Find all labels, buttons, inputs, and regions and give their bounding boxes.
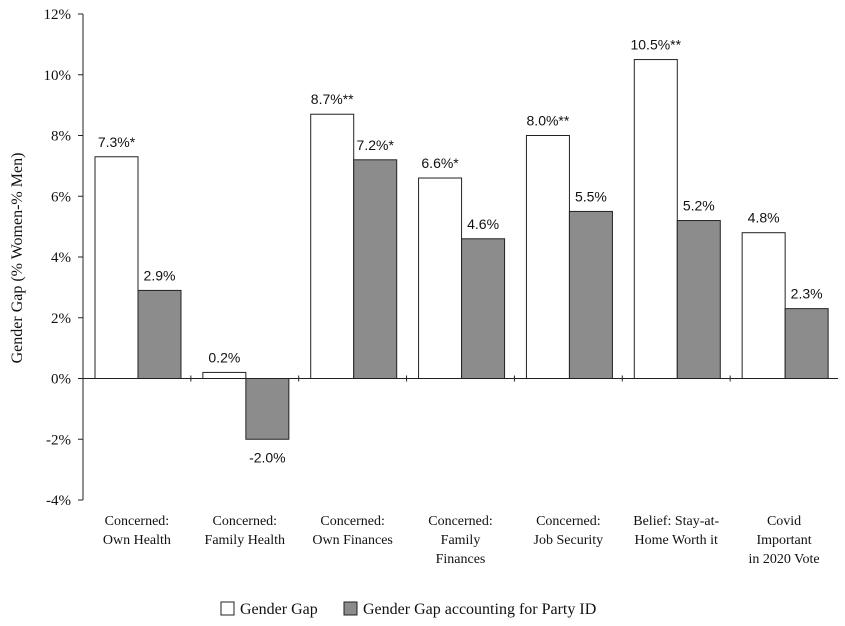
category-label: Job Security xyxy=(534,533,604,548)
category-label: Concerned: xyxy=(320,514,385,529)
category-label: Concerned: xyxy=(428,514,493,529)
bar-series-1 xyxy=(633,59,678,379)
bar-series-1 xyxy=(525,135,570,379)
data-label-series-2: 7.2%* xyxy=(357,137,395,153)
category-label: Belief: Stay-at- xyxy=(633,514,719,529)
category-label: Home Worth it xyxy=(635,533,718,548)
legend-label-gender-gap: Gender Gap xyxy=(240,601,318,618)
data-label-series-1: 10.5%** xyxy=(630,37,681,53)
y-tick-label: 6% xyxy=(51,189,71,205)
data-label-series-2: 5.2% xyxy=(683,198,715,214)
y-tick-label: 2% xyxy=(51,311,71,327)
legend-label-gender-gap-party-id: Gender Gap accounting for Party ID xyxy=(363,601,596,618)
data-label-series-2: -2.0% xyxy=(249,449,286,465)
data-label-series-2: 4.6% xyxy=(467,216,499,232)
legend-swatch-gender-gap-party-id xyxy=(343,601,358,616)
category-label: Concerned: xyxy=(213,514,278,529)
data-label-series-2: 5.5% xyxy=(575,188,607,204)
category-label: Family Health xyxy=(205,533,286,548)
plot-area: -4% -2% 0% 2% 4% 6% 8% 10% 12% 7.3%* 2.9% Concerned… xyxy=(44,7,838,567)
data-label-series-1: 6.6%* xyxy=(421,155,459,171)
bar-series-1 xyxy=(741,232,786,379)
y-tick-label: 4% xyxy=(51,250,71,266)
data-label-series-2: 2.3% xyxy=(791,286,823,302)
category-label: Own Finances xyxy=(312,533,393,548)
data-label-series-1: 4.8% xyxy=(748,210,780,226)
bar-series-2 xyxy=(137,289,182,380)
category-label: Own Health xyxy=(103,533,171,548)
bar-series-2 xyxy=(676,220,721,379)
bar-series-1 xyxy=(94,156,139,379)
bar-series-2 xyxy=(353,159,398,379)
y-tick-label: 12% xyxy=(44,7,72,23)
data-label-series-1: 7.3%* xyxy=(98,134,136,150)
bar-series-2 xyxy=(461,238,506,379)
legend: Gender Gap Gender Gap accounting for Par… xyxy=(220,601,596,618)
category-label: Concerned: xyxy=(536,514,601,529)
category-label: Important xyxy=(756,533,811,548)
bar-series-1 xyxy=(310,113,355,380)
legend-swatch-gender-gap xyxy=(220,601,235,616)
category-label: Family xyxy=(441,533,481,548)
category-label: in 2020 Vote xyxy=(749,552,820,567)
bar-series-2 xyxy=(568,210,613,379)
y-tick-label: 0% xyxy=(51,372,71,388)
bar-series-1 xyxy=(418,177,463,379)
data-label-series-2: 2.9% xyxy=(144,267,176,283)
y-tick-label: 8% xyxy=(51,129,71,145)
bar-series-2 xyxy=(245,378,290,440)
data-label-series-1: 8.7%** xyxy=(311,91,354,107)
data-label-series-1: 8.0%** xyxy=(527,113,570,129)
data-label-series-1: 0.2% xyxy=(208,349,240,365)
y-tick-label: -2% xyxy=(46,432,71,448)
bar-series-2 xyxy=(784,308,829,380)
category-label: Concerned: xyxy=(105,514,170,529)
y-axis-label: Gender Gap (% Women-% Men) xyxy=(9,153,26,364)
bar-series-1 xyxy=(202,371,247,379)
category-label: Covid xyxy=(767,514,801,529)
category-label: Finances xyxy=(436,552,486,567)
y-tick-label: 10% xyxy=(44,68,72,84)
y-tick-label: -4% xyxy=(46,493,71,509)
